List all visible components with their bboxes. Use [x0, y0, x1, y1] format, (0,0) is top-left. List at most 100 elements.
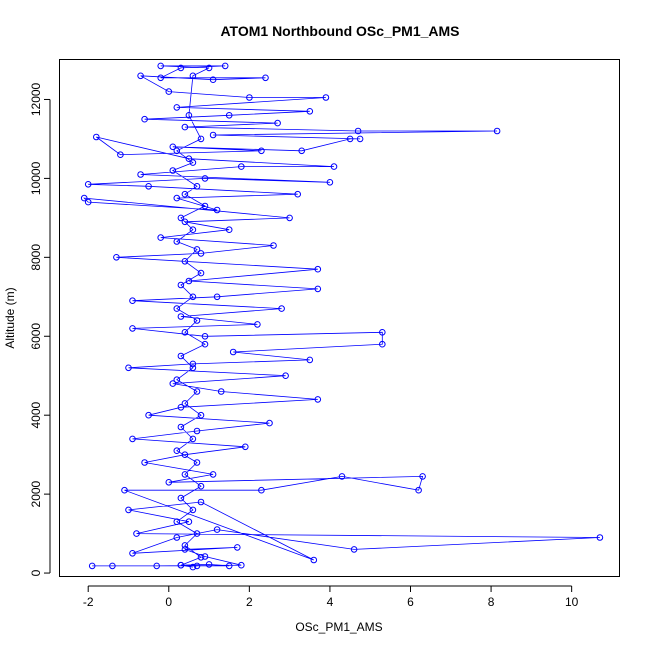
- data-point: [193, 183, 201, 190]
- data-point: [84, 198, 92, 206]
- data-point: [165, 479, 173, 486]
- x-tick-label: -2: [83, 595, 94, 609]
- data-point: [189, 506, 197, 514]
- data-point: [201, 333, 209, 340]
- data-point: [225, 226, 233, 233]
- data-point: [330, 163, 338, 170]
- data-point: [181, 400, 189, 407]
- data-point: [415, 486, 422, 494]
- data-point: [209, 131, 217, 139]
- data-point: [185, 155, 193, 162]
- data-point: [258, 147, 265, 155]
- data-point: [145, 183, 152, 190]
- data-point: [80, 194, 88, 202]
- data-point: [173, 447, 181, 455]
- data-point: [169, 143, 177, 151]
- x-tick-label: 2: [246, 595, 253, 609]
- data-point: [141, 459, 148, 466]
- data-point: [225, 562, 233, 570]
- data-point: [338, 473, 346, 480]
- data-point: [173, 194, 181, 202]
- x-axis: -2 0 2 4 6 8 10: [83, 585, 579, 609]
- data-point: [185, 277, 193, 285]
- data-point: [93, 133, 100, 141]
- data-point: [201, 553, 209, 560]
- data-point: [137, 171, 144, 178]
- data-point: [181, 190, 189, 198]
- y-tick-label: 6000: [29, 323, 43, 350]
- data-point: [193, 317, 201, 324]
- data-point: [177, 404, 185, 411]
- data-point: [205, 561, 213, 568]
- data-point: [278, 305, 285, 312]
- y-tick-label: 2000: [29, 480, 43, 507]
- data-point: [181, 451, 189, 459]
- plot-frame: [59, 59, 620, 577]
- data-point: [286, 214, 293, 222]
- data-point: [189, 72, 197, 80]
- data-point: [177, 423, 185, 431]
- data-point: [274, 119, 281, 127]
- data-point: [197, 269, 205, 277]
- data-point: [181, 471, 189, 478]
- data-point: [181, 218, 189, 226]
- data-point: [189, 563, 197, 571]
- data-point: [133, 530, 140, 537]
- data-point: [197, 135, 205, 143]
- data-point: [217, 388, 225, 395]
- data-point: [129, 325, 136, 332]
- data-point: [165, 88, 173, 95]
- y-tick-label: 8000: [29, 244, 43, 271]
- data-point: [177, 352, 185, 360]
- data-point: [173, 238, 181, 245]
- y-axis: 0 2000 4000 6000 8000 10000 12000: [29, 82, 51, 576]
- data-point: [419, 473, 426, 480]
- data-point: [197, 482, 205, 490]
- y-tick-label: 12000: [29, 82, 43, 116]
- data-point: [141, 115, 148, 123]
- data-point: [173, 534, 181, 541]
- data-point: [314, 396, 322, 403]
- data-point: [185, 112, 193, 119]
- data-point: [493, 127, 501, 135]
- data-point: [145, 411, 152, 419]
- data-point: [157, 74, 164, 82]
- data-point: [181, 123, 189, 131]
- data-point: [201, 340, 209, 348]
- x-tick-label: 6: [407, 595, 414, 609]
- data-point: [109, 562, 116, 570]
- data-point: [177, 281, 185, 289]
- data-point: [181, 542, 189, 549]
- data-point: [88, 562, 96, 570]
- data-point: [157, 234, 164, 241]
- data-point: [173, 376, 181, 384]
- data-point: [193, 246, 201, 253]
- data-point: [197, 554, 205, 561]
- y-tick-label: 10000: [29, 161, 43, 195]
- x-tick-label: 10: [565, 595, 579, 609]
- data-point: [356, 135, 364, 143]
- data-point: [197, 250, 205, 257]
- data-point: [173, 305, 181, 312]
- data-point: [117, 151, 124, 158]
- data-point: [84, 181, 92, 188]
- data-point: [326, 179, 334, 186]
- data-point: [173, 147, 181, 155]
- data-point: [181, 329, 189, 336]
- data-point: [262, 74, 269, 82]
- data-point: [129, 297, 136, 305]
- data-point: [258, 486, 265, 494]
- data-point: [193, 427, 201, 435]
- y-tick-label: 0: [29, 569, 43, 576]
- data-point: [213, 526, 221, 533]
- data-point: [189, 364, 197, 372]
- data-point: [213, 206, 221, 214]
- data-point: [354, 127, 362, 135]
- chart-title: ATOM1 Northbound OSc_PM1_AMS: [220, 23, 459, 39]
- x-tick-label: 8: [488, 595, 495, 609]
- data-point: [225, 112, 233, 119]
- data-point: [306, 356, 314, 364]
- data-point: [314, 285, 322, 293]
- data-point: [306, 108, 314, 115]
